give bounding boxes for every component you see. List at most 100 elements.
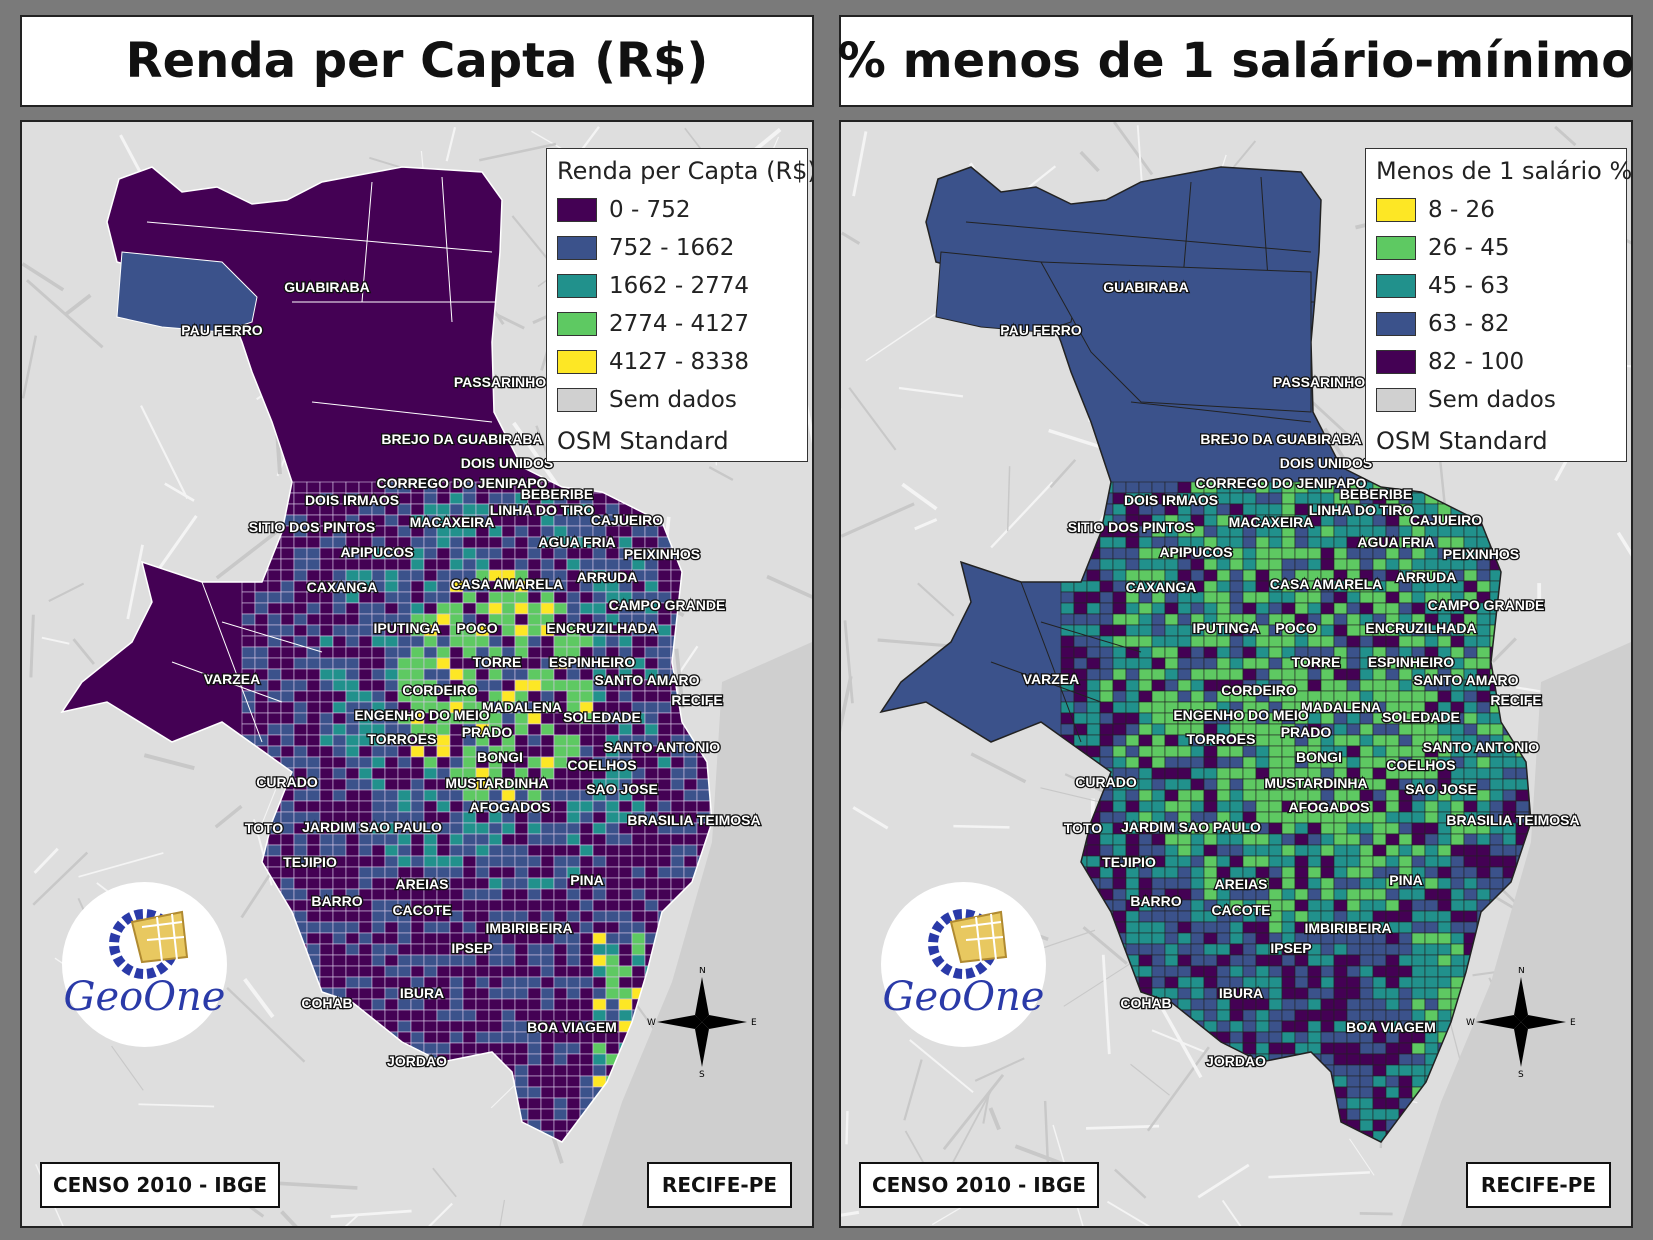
census-tract[interactable]: [488, 591, 503, 604]
census-tract[interactable]: [436, 547, 451, 560]
census-tract[interactable]: [332, 778, 347, 791]
census-tract[interactable]: [1385, 679, 1400, 692]
census-tract[interactable]: [1164, 877, 1179, 890]
census-tract[interactable]: [488, 987, 503, 1000]
census-tract[interactable]: [1307, 547, 1322, 560]
census-tract[interactable]: [1489, 844, 1504, 857]
census-tract[interactable]: [592, 1064, 607, 1077]
census-tract[interactable]: [579, 976, 594, 989]
census-tract[interactable]: [397, 1020, 412, 1033]
census-tract[interactable]: [1333, 602, 1348, 615]
census-tract[interactable]: [1281, 899, 1296, 912]
census-tract[interactable]: [1190, 998, 1205, 1011]
census-tract[interactable]: [1476, 712, 1491, 725]
census-tract[interactable]: [631, 954, 646, 967]
census-tract[interactable]: [1190, 668, 1205, 681]
census-tract[interactable]: [1099, 569, 1114, 582]
census-tract[interactable]: [1086, 569, 1101, 582]
census-tract[interactable]: [566, 1086, 581, 1099]
census-tract[interactable]: [540, 635, 555, 648]
census-tract[interactable]: [1268, 866, 1283, 879]
census-tract[interactable]: [449, 910, 464, 923]
census-tract[interactable]: [1268, 965, 1283, 978]
census-tract[interactable]: [1294, 547, 1309, 560]
census-tract[interactable]: [579, 1042, 594, 1055]
census-tract[interactable]: [1216, 635, 1231, 648]
census-tract[interactable]: [1099, 613, 1114, 626]
census-tract[interactable]: [540, 679, 555, 692]
census-tract[interactable]: [1398, 965, 1413, 978]
census-tract[interactable]: [397, 580, 412, 593]
census-tract[interactable]: [267, 613, 282, 626]
census-tract[interactable]: [1359, 844, 1374, 857]
census-tract[interactable]: [1346, 888, 1361, 901]
census-tract[interactable]: [1333, 844, 1348, 857]
census-tract[interactable]: [462, 492, 477, 505]
census-tract[interactable]: [1229, 492, 1244, 505]
census-tract[interactable]: [475, 635, 490, 648]
census-tract[interactable]: [254, 591, 269, 604]
census-tract[interactable]: [501, 602, 516, 615]
census-tract[interactable]: [1476, 569, 1491, 582]
census-tract[interactable]: [566, 679, 581, 692]
census-tract[interactable]: [553, 976, 568, 989]
census-tract[interactable]: [1242, 547, 1257, 560]
census-tract[interactable]: [1268, 976, 1283, 989]
census-tract[interactable]: [527, 723, 542, 736]
census-tract[interactable]: [306, 635, 321, 648]
census-tract[interactable]: [1294, 888, 1309, 901]
census-tract[interactable]: [1333, 822, 1348, 835]
census-tract[interactable]: [475, 679, 490, 692]
census-tract[interactable]: [1125, 679, 1140, 692]
census-tract[interactable]: [436, 932, 451, 945]
census-tract[interactable]: [657, 800, 672, 813]
census-tract[interactable]: [501, 547, 516, 560]
census-tract[interactable]: [1242, 602, 1257, 615]
census-tract[interactable]: [1346, 855, 1361, 868]
census-tract[interactable]: [1190, 932, 1205, 945]
census-tract[interactable]: [306, 690, 321, 703]
census-tract[interactable]: [488, 822, 503, 835]
census-tract[interactable]: [1060, 657, 1075, 670]
census-tract[interactable]: [319, 668, 334, 681]
census-tract[interactable]: [1242, 756, 1257, 769]
census-tract[interactable]: [241, 701, 256, 714]
census-tract[interactable]: [540, 1064, 555, 1077]
census-tract[interactable]: [1138, 536, 1153, 549]
census-tract[interactable]: [566, 954, 581, 967]
census-tract[interactable]: [1229, 580, 1244, 593]
census-tract[interactable]: [1411, 800, 1426, 813]
census-tract[interactable]: [592, 987, 607, 1000]
census-tract[interactable]: [514, 866, 529, 879]
census-tract[interactable]: [1151, 723, 1166, 736]
census-tract[interactable]: [475, 976, 490, 989]
census-tract[interactable]: [436, 569, 451, 582]
census-tract[interactable]: [332, 679, 347, 692]
census-tract[interactable]: [501, 679, 516, 692]
census-tract[interactable]: [306, 712, 321, 725]
census-tract[interactable]: [540, 855, 555, 868]
census-tract[interactable]: [1138, 921, 1153, 934]
census-tract[interactable]: [1359, 822, 1374, 835]
census-tract[interactable]: [1489, 833, 1504, 846]
census-tract[interactable]: [1138, 602, 1153, 615]
census-tract[interactable]: [566, 1108, 581, 1121]
census-tract[interactable]: [605, 954, 620, 967]
census-tract[interactable]: [1450, 899, 1465, 912]
census-tract[interactable]: [1112, 580, 1127, 593]
census-tract[interactable]: [501, 1009, 516, 1022]
census-tract[interactable]: [436, 1020, 451, 1033]
census-tract[interactable]: [1281, 877, 1296, 890]
census-tract[interactable]: [566, 943, 581, 956]
census-tract[interactable]: [1398, 723, 1413, 736]
census-tract[interactable]: [1164, 723, 1179, 736]
census-tract[interactable]: [1294, 1020, 1309, 1033]
census-tract[interactable]: [384, 778, 399, 791]
census-tract[interactable]: [618, 976, 633, 989]
census-tract[interactable]: [501, 1020, 516, 1033]
census-tract[interactable]: [1398, 844, 1413, 857]
census-tract[interactable]: [1216, 1020, 1231, 1033]
census-tract[interactable]: [1268, 668, 1283, 681]
census-tract[interactable]: [657, 580, 672, 593]
census-tract[interactable]: [514, 998, 529, 1011]
